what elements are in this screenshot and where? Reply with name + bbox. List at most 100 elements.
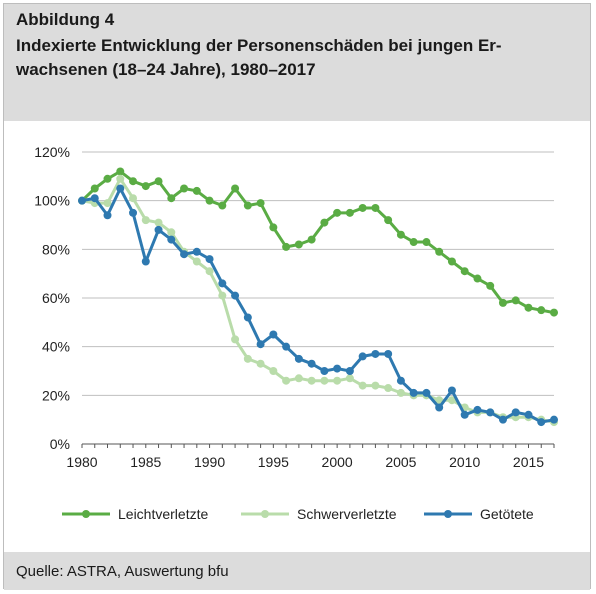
y-tick-label: 120% [34, 144, 70, 160]
data-point [320, 367, 329, 375]
data-point [218, 201, 227, 210]
data-point [90, 184, 99, 193]
data-point [256, 359, 265, 368]
data-point [103, 174, 112, 183]
y-tick-label: 40% [42, 339, 70, 355]
data-point [294, 354, 303, 363]
x-tick-label: 1985 [130, 454, 161, 470]
data-point [154, 177, 163, 186]
data-point [447, 386, 456, 395]
data-point [129, 208, 138, 217]
x-tick-label: 2000 [322, 454, 353, 470]
legend-label: Schwerverletzte [297, 506, 397, 522]
data-point [345, 374, 354, 383]
series-line [81, 177, 555, 424]
data-point [243, 313, 252, 322]
data-point [486, 408, 495, 417]
data-point [205, 267, 214, 276]
data-point [460, 267, 469, 276]
data-point [422, 238, 431, 247]
data-point [460, 410, 469, 419]
data-point [282, 242, 291, 251]
data-point [486, 281, 495, 290]
data-point [371, 381, 380, 390]
data-point [116, 184, 125, 193]
y-tick-label: 0% [50, 436, 70, 452]
data-point [141, 257, 150, 266]
data-point [154, 218, 163, 227]
data-point [371, 349, 380, 358]
data-point [435, 396, 444, 405]
data-point [78, 196, 86, 205]
y-tick-label: 80% [42, 241, 70, 257]
data-point [524, 303, 533, 312]
data-point [243, 354, 252, 363]
plot-area [4, 121, 590, 552]
data-point [154, 225, 163, 234]
data-point [320, 376, 329, 385]
data-point [447, 257, 456, 266]
data-point [473, 405, 482, 414]
legend-marker [261, 510, 269, 518]
data-point [307, 376, 316, 385]
data-point [129, 194, 138, 203]
data-point [167, 235, 176, 244]
data-point [307, 235, 316, 244]
data-point [218, 291, 227, 300]
legend-marker [82, 510, 90, 518]
data-point [256, 340, 265, 349]
data-point [524, 410, 533, 419]
data-point [116, 174, 125, 183]
data-point [180, 250, 189, 259]
data-point [358, 203, 367, 212]
chart-title: Indexierte Entwicklung der Personenschäd… [16, 36, 502, 79]
data-point [294, 240, 303, 249]
data-point [205, 196, 214, 205]
data-point [192, 186, 201, 195]
data-point [550, 415, 558, 424]
data-point [141, 182, 150, 191]
x-tick-label: 2010 [449, 454, 480, 470]
data-point [307, 359, 316, 368]
x-tick-label: 2015 [513, 454, 544, 470]
data-point [409, 388, 418, 397]
data-point [129, 177, 138, 186]
x-tick-label: 1995 [258, 454, 289, 470]
x-tick-label: 1990 [194, 454, 225, 470]
data-point [396, 230, 405, 239]
data-point [103, 199, 112, 208]
data-point [269, 330, 278, 339]
data-point [90, 194, 99, 203]
data-point [384, 216, 393, 225]
data-point [192, 247, 201, 256]
data-point [498, 415, 507, 424]
data-point [473, 274, 482, 283]
data-point [396, 388, 405, 397]
data-point [231, 291, 240, 300]
data-point [358, 381, 367, 390]
data-point [396, 376, 405, 385]
data-point [537, 418, 546, 427]
x-tick-label: 1980 [66, 454, 97, 470]
data-point [141, 216, 150, 225]
data-point [167, 194, 176, 203]
data-point [103, 211, 112, 220]
data-point [333, 376, 342, 385]
data-point [205, 255, 214, 264]
data-point [422, 388, 431, 397]
figure-label: Abbildung 4 [16, 10, 115, 29]
data-point [435, 403, 444, 412]
data-point [384, 349, 393, 358]
y-tick-label: 100% [34, 193, 70, 209]
data-point [498, 298, 507, 307]
data-point [511, 296, 520, 305]
data-point [371, 203, 380, 212]
data-point [243, 201, 252, 210]
data-point [537, 306, 546, 315]
data-point [345, 367, 354, 375]
data-point [345, 208, 354, 217]
legend-label: Getötete [480, 506, 534, 522]
legend-marker [444, 510, 452, 518]
figure-footer: Quelle: ASTRA, Auswertung bfu [4, 552, 590, 590]
